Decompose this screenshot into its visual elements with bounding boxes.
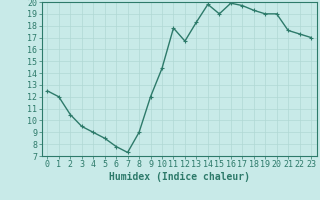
X-axis label: Humidex (Indice chaleur): Humidex (Indice chaleur) [109,172,250,182]
